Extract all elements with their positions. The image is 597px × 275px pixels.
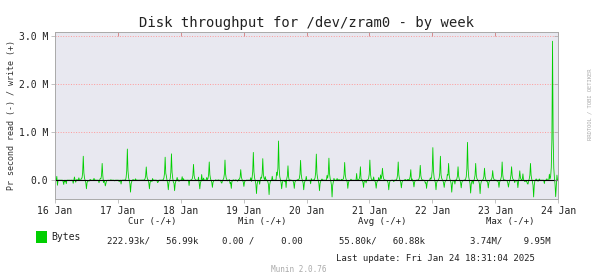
Text: 3.74M/    9.95M: 3.74M/ 9.95M bbox=[470, 236, 551, 245]
Text: Last update: Fri Jan 24 18:31:04 2025: Last update: Fri Jan 24 18:31:04 2025 bbox=[336, 254, 536, 263]
Text: RRDTOOL / TOBI OETIKER: RRDTOOL / TOBI OETIKER bbox=[588, 69, 593, 140]
Text: Min (-/+): Min (-/+) bbox=[238, 217, 287, 226]
Text: Avg (-/+): Avg (-/+) bbox=[358, 217, 407, 226]
Text: 222.93k/   56.99k: 222.93k/ 56.99k bbox=[106, 236, 198, 245]
Text: Max (-/+): Max (-/+) bbox=[486, 217, 535, 226]
Y-axis label: Pr second read (-) / write (+): Pr second read (-) / write (+) bbox=[7, 40, 16, 191]
Text: Munin 2.0.76: Munin 2.0.76 bbox=[271, 265, 326, 274]
Text: 55.80k/   60.88k: 55.80k/ 60.88k bbox=[339, 236, 425, 245]
Title: Disk throughput for /dev/zram0 - by week: Disk throughput for /dev/zram0 - by week bbox=[139, 16, 474, 31]
Text: Bytes: Bytes bbox=[51, 232, 81, 242]
Text: 0.00 /     0.00: 0.00 / 0.00 bbox=[222, 236, 303, 245]
Text: Cur (-/+): Cur (-/+) bbox=[128, 217, 177, 226]
